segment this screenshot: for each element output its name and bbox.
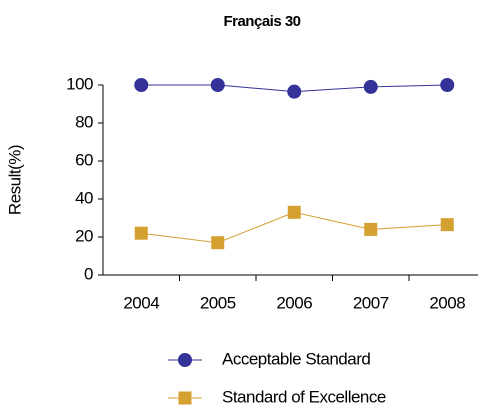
- y-tick-label: 100: [66, 74, 93, 93]
- y-tick-label: 40: [75, 188, 93, 207]
- data-point: [287, 205, 301, 219]
- y-tick-label: 0: [84, 264, 93, 283]
- y-tick-label: 60: [75, 150, 93, 169]
- legend-marker: [178, 391, 192, 405]
- legend-label: Standard of Excellence: [222, 387, 386, 406]
- y-tick-label: 20: [75, 226, 93, 245]
- x-tick-label: 2007: [353, 293, 389, 312]
- data-point: [287, 84, 302, 99]
- x-tick-label: 2004: [123, 293, 159, 312]
- x-tick-label: 2005: [200, 293, 236, 312]
- data-point: [210, 78, 225, 92]
- y-axis-label: Result(%): [5, 145, 24, 215]
- x-tick-label: 2006: [276, 293, 312, 312]
- data-point: [440, 78, 455, 92]
- data-point: [134, 226, 148, 240]
- legend-marker: [178, 353, 192, 367]
- chart-title: Français 30: [223, 13, 300, 30]
- data-point: [211, 236, 225, 250]
- data-point: [363, 79, 378, 94]
- data-point: [364, 222, 378, 236]
- legend-label: Acceptable Standard: [222, 349, 370, 368]
- data-point: [440, 218, 454, 232]
- x-tick-label: 2008: [429, 293, 465, 312]
- y-tick-label: 80: [75, 112, 93, 131]
- data-point: [134, 78, 149, 92]
